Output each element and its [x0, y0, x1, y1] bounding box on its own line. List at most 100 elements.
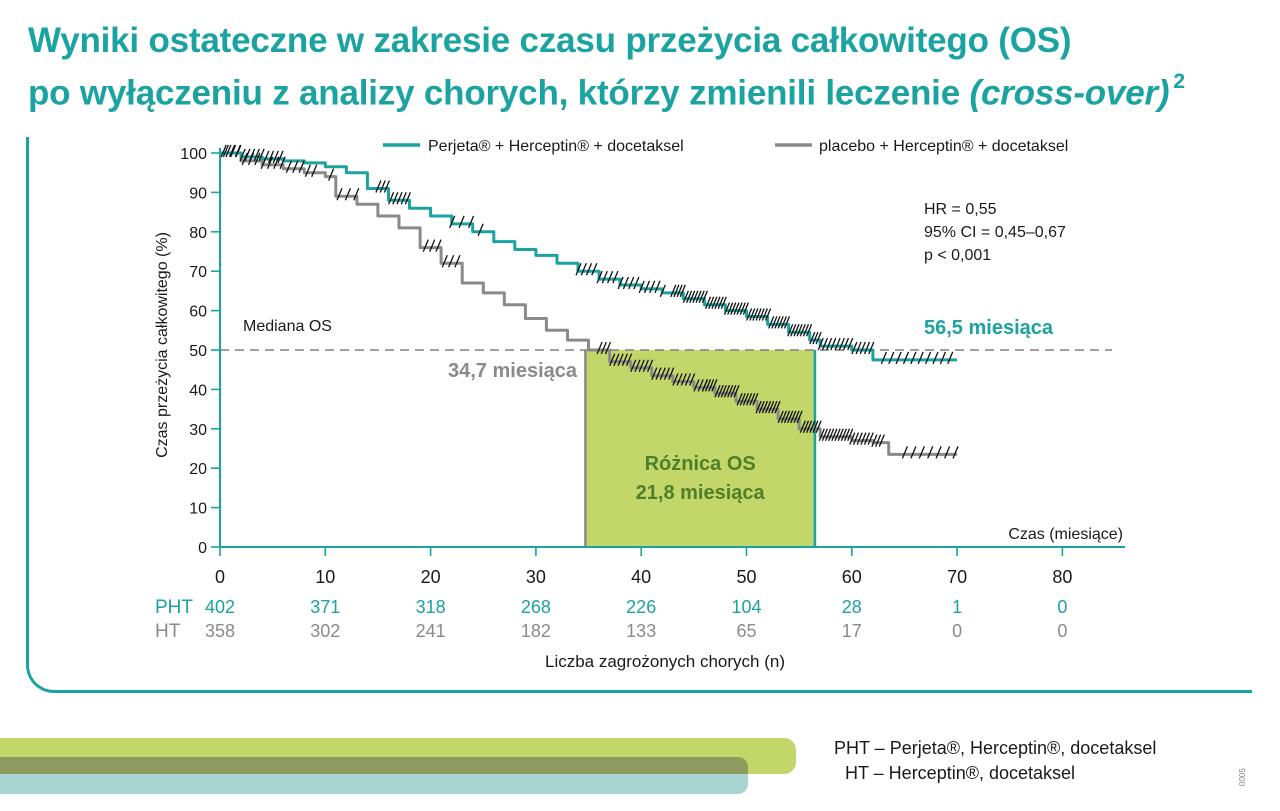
y-tick-label: 10: [189, 501, 207, 518]
censor-tick: [253, 148, 260, 162]
censor-tick: [638, 280, 645, 294]
censor-tick: [701, 290, 709, 304]
censor-tick: [622, 276, 630, 290]
censor-tick: [668, 367, 675, 380]
median-ht-label: 34,7 miesiąca: [448, 360, 578, 382]
censor-tick: [266, 156, 274, 170]
y-tick-label: 80: [189, 225, 207, 242]
censor-tick: [752, 308, 759, 321]
x-axis-title: Czas (miesiące): [1008, 526, 1123, 543]
censor-tick: [774, 316, 781, 329]
censor-tick: [604, 341, 612, 355]
title-line-1: Wyniki ostateczne w zakresie czasu przeż…: [28, 21, 1072, 60]
censor-tick: [230, 144, 237, 158]
censor-tick: [780, 410, 788, 424]
censor-tick: [458, 215, 465, 229]
y-tick-label: 0: [198, 540, 207, 557]
censor-tick: [643, 280, 651, 294]
censor-tick: [834, 428, 841, 441]
censor-tick: [838, 337, 845, 351]
x-tick-label: 10: [315, 567, 335, 587]
os-difference-area: [585, 350, 815, 547]
censor-tick: [935, 446, 942, 459]
censor-tick: [895, 351, 902, 365]
censor-tick: [799, 420, 806, 434]
risk-row-label: PHT: [155, 597, 193, 618]
censor-tick: [943, 446, 951, 459]
censor-tick: [304, 164, 311, 177]
censor-tick: [787, 410, 794, 424]
censor-ticks-ht-b: [422, 239, 461, 268]
censor-tick: [708, 296, 715, 309]
censor-tick: [235, 144, 242, 158]
risk-count: 268: [521, 597, 551, 617]
censor-tick: [400, 192, 407, 205]
censor-tick: [247, 152, 255, 166]
censor-tick: [680, 373, 687, 386]
censor-tick: [448, 255, 455, 268]
censor-tick: [745, 308, 753, 321]
censor-tick: [947, 351, 954, 365]
censor-tick: [689, 373, 696, 386]
risk-count: 358: [205, 621, 235, 641]
censor-tick: [878, 434, 885, 447]
censor-tick: [771, 400, 778, 414]
censor-ticks-ht-early: [222, 144, 318, 177]
y-tick-label: 20: [189, 461, 207, 478]
censor-tick: [659, 284, 666, 298]
censor-tick: [821, 337, 829, 351]
censor-tick: [670, 284, 677, 298]
statistic-line: p < 0,001: [924, 247, 991, 264]
censor-tick: [353, 188, 360, 201]
x-tick-label: 80: [1052, 567, 1072, 587]
censor-tick: [244, 148, 251, 162]
footnote-ht: HT – Herceptin®, docetaksel: [845, 763, 1076, 783]
censor-tick: [842, 337, 850, 351]
censor-tick: [697, 379, 704, 392]
censor-tick: [874, 434, 882, 447]
series-pht-curve: [220, 151, 958, 362]
censor-tick: [717, 385, 724, 398]
censor-tick: [796, 410, 803, 424]
censor-tick: [685, 290, 693, 304]
censor-tick: [720, 385, 727, 398]
x-tick-label: 50: [736, 567, 756, 587]
risk-count: 104: [731, 597, 761, 617]
censor-tick: [260, 156, 267, 170]
censor-tick: [867, 432, 874, 445]
censor-tick: [714, 385, 721, 398]
title-crossover: (cross-over): [969, 73, 1170, 113]
censor-tick: [818, 428, 825, 441]
censor-tick: [601, 270, 608, 284]
censor-tick: [693, 379, 700, 392]
censor-tick: [241, 152, 248, 166]
censor-tick: [764, 400, 772, 414]
censor-tick: [910, 351, 917, 365]
risk-count: 241: [416, 621, 446, 641]
censor-tick: [267, 150, 275, 164]
censor-tick: [392, 192, 399, 205]
risk-count: 0: [1057, 597, 1067, 617]
censor-tick: [805, 324, 813, 337]
censor-tick: [764, 308, 772, 321]
censor-tick: [780, 316, 788, 329]
censor-tick: [720, 296, 727, 309]
censor-tick: [642, 359, 650, 372]
censor-tick: [847, 428, 854, 441]
censor-tick: [868, 341, 875, 355]
censor-ticks-pht-b: [449, 215, 484, 237]
censor-tick: [609, 353, 616, 367]
censor-tick: [684, 373, 692, 386]
risk-count: 371: [310, 597, 340, 617]
censor-tick: [939, 351, 947, 365]
censor-tick: [815, 331, 822, 345]
censor-ticks-pht-a: [375, 180, 411, 205]
censor-tick: [790, 410, 797, 424]
censor-tick: [606, 270, 614, 284]
censor-tick: [821, 428, 829, 441]
censor-ticks-pht-d: [670, 284, 822, 345]
censor-tick: [673, 284, 680, 298]
censor-tick: [422, 239, 429, 252]
censor-tick: [852, 432, 860, 445]
